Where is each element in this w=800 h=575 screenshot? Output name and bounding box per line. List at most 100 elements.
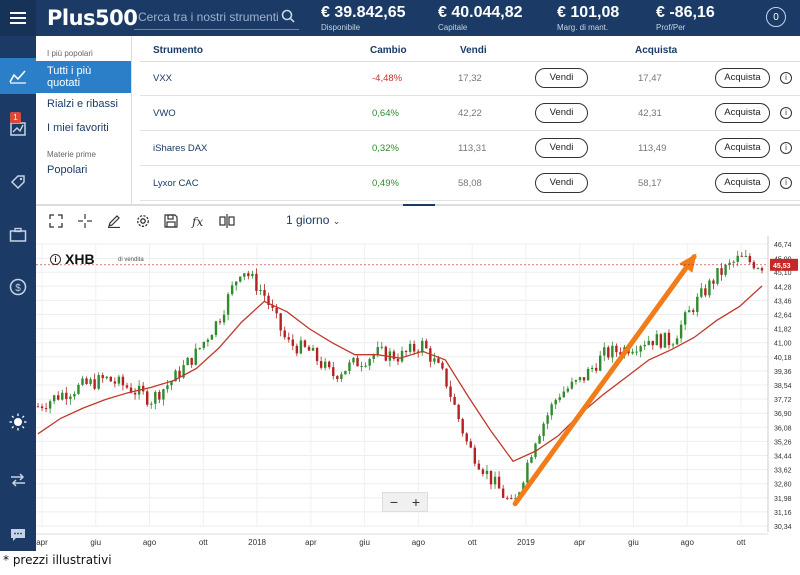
candle-body bbox=[562, 391, 566, 398]
compare-icon[interactable] bbox=[219, 213, 235, 229]
portfolio-nav[interactable] bbox=[0, 217, 36, 253]
table-row[interactable]: VXX -4,48% 17,32 Vendi 17,47 Acquista i bbox=[140, 61, 800, 96]
timeframe-dropdown[interactable]: 1 giorno ⌄ bbox=[286, 213, 340, 227]
sell-button[interactable]: Vendi bbox=[535, 103, 588, 123]
candle-body bbox=[485, 470, 489, 474]
candle-body bbox=[44, 408, 48, 410]
info-icon[interactable]: i bbox=[780, 177, 792, 189]
menu-item-favorites[interactable]: I miei favoriti bbox=[47, 122, 109, 134]
candle-body bbox=[659, 334, 663, 348]
candle-body bbox=[651, 340, 654, 346]
candle-body bbox=[679, 324, 683, 339]
candle-body bbox=[214, 321, 218, 336]
chat-nav[interactable] bbox=[0, 517, 36, 553]
buy-price: 58,17 bbox=[638, 178, 662, 189]
x-tick-label: ago bbox=[412, 538, 426, 547]
info-icon[interactable]: i bbox=[780, 142, 792, 154]
candle-body bbox=[445, 368, 448, 387]
funds-nav[interactable]: $ bbox=[0, 269, 36, 305]
candle-body bbox=[728, 262, 731, 265]
account-avatar[interactable]: 0 bbox=[766, 7, 786, 27]
info-icon[interactable]: i bbox=[780, 107, 792, 119]
orders-nav[interactable] bbox=[0, 164, 36, 200]
column-header-instrument[interactable]: Strumento bbox=[153, 45, 203, 56]
y-tick-label: 31,98 bbox=[774, 496, 792, 503]
candle-body bbox=[368, 358, 371, 366]
change-value: -4,48% bbox=[372, 73, 403, 84]
trade-chart-nav[interactable] bbox=[0, 58, 36, 94]
candle-body bbox=[720, 268, 723, 275]
hamburger-menu-button[interactable] bbox=[0, 0, 36, 36]
fullscreen-icon[interactable] bbox=[48, 213, 64, 229]
candle-body bbox=[105, 376, 108, 379]
candle-body bbox=[696, 296, 699, 313]
candle-body bbox=[384, 346, 388, 361]
buy-button[interactable]: Acquista bbox=[715, 103, 770, 123]
price-chart[interactable]: 46,7445,9045,1044,2843,4642,6441,8241,00… bbox=[36, 236, 800, 551]
column-header-change[interactable]: Cambio bbox=[370, 45, 407, 56]
menu-item-most-traded[interactable]: Tutti i più quotati bbox=[36, 61, 131, 93]
settings-gear-icon[interactable] bbox=[135, 213, 151, 229]
stat-value: € 40.044,82 bbox=[438, 4, 523, 21]
candle-body bbox=[615, 345, 618, 353]
candle-body bbox=[125, 385, 129, 388]
candle-body bbox=[81, 378, 84, 385]
sell-button[interactable]: Vendi bbox=[535, 138, 588, 158]
stat-label: Marg. di mant. bbox=[557, 23, 609, 32]
candle-body bbox=[89, 379, 92, 384]
info-circle-icon[interactable]: i bbox=[50, 254, 61, 265]
candle-body bbox=[307, 346, 311, 351]
candle-body bbox=[133, 392, 137, 395]
buy-button[interactable]: Acquista bbox=[715, 173, 770, 193]
crosshair-icon[interactable] bbox=[77, 213, 93, 229]
table-row[interactable]: iShares DAX 0,32% 113,31 Vendi 113,49 Ac… bbox=[140, 131, 800, 166]
x-tick-label: ago bbox=[143, 538, 157, 547]
x-tick-label: apr bbox=[305, 538, 317, 547]
draw-pencil-icon[interactable] bbox=[106, 213, 122, 229]
candle-body bbox=[550, 404, 553, 416]
category-header-popular: I più popolari bbox=[47, 49, 93, 58]
menu-item-movers[interactable]: Rialzi e ribassi bbox=[47, 98, 118, 110]
sell-button[interactable]: Vendi bbox=[535, 173, 588, 193]
panel-resize-divider[interactable] bbox=[36, 204, 800, 206]
candle-body bbox=[724, 264, 727, 275]
info-icon[interactable]: i bbox=[780, 72, 792, 84]
candle-body bbox=[121, 376, 125, 386]
zoom-in-button[interactable]: + bbox=[411, 494, 421, 510]
candle-body bbox=[505, 497, 509, 499]
candle-body bbox=[73, 393, 76, 397]
moving-average-line bbox=[37, 285, 763, 463]
candle-body bbox=[607, 347, 610, 358]
buy-button[interactable]: Acquista bbox=[715, 68, 770, 88]
change-value: 0,49% bbox=[372, 178, 399, 189]
x-tick-label: ott bbox=[199, 538, 209, 547]
candle-body bbox=[372, 354, 375, 359]
instrument-name: iShares DAX bbox=[153, 143, 208, 154]
candle-body bbox=[328, 361, 331, 368]
menu-item-popular-commodities[interactable]: Popolari bbox=[47, 164, 88, 176]
buy-button[interactable]: Acquista bbox=[715, 138, 770, 158]
candle-body bbox=[586, 368, 590, 381]
switch-account-nav[interactable] bbox=[0, 462, 36, 498]
candle-body bbox=[392, 351, 396, 359]
candle-body bbox=[748, 255, 752, 263]
indicators-fx-icon[interactable]: ƒx bbox=[191, 213, 207, 229]
instrument-name: Lyxor CAC bbox=[153, 178, 199, 189]
resize-handle[interactable] bbox=[403, 204, 435, 206]
sell-button[interactable]: Vendi bbox=[535, 68, 588, 88]
save-floppy-icon[interactable] bbox=[163, 213, 179, 229]
stat-margine: € 101,08 Marg. di mant. bbox=[557, 3, 619, 32]
candle-body bbox=[740, 255, 743, 257]
theme-toggle[interactable] bbox=[0, 404, 36, 440]
candle-body bbox=[263, 289, 266, 296]
candle-body bbox=[554, 399, 557, 405]
zoom-out-button[interactable]: − bbox=[389, 494, 399, 510]
search-box[interactable] bbox=[134, 6, 299, 30]
stat-label: Prof/Per bbox=[656, 23, 686, 32]
search-icon[interactable] bbox=[281, 9, 295, 28]
candle-body bbox=[146, 391, 149, 405]
positions-nav[interactable]: 1 bbox=[0, 110, 36, 146]
table-row[interactable]: Lyxor CAC 0,49% 58,08 Vendi 58,17 Acquis… bbox=[140, 166, 800, 201]
table-row[interactable]: VWO 0,64% 42,22 Vendi 42,31 Acquista i bbox=[140, 96, 800, 131]
search-input[interactable] bbox=[138, 8, 278, 26]
